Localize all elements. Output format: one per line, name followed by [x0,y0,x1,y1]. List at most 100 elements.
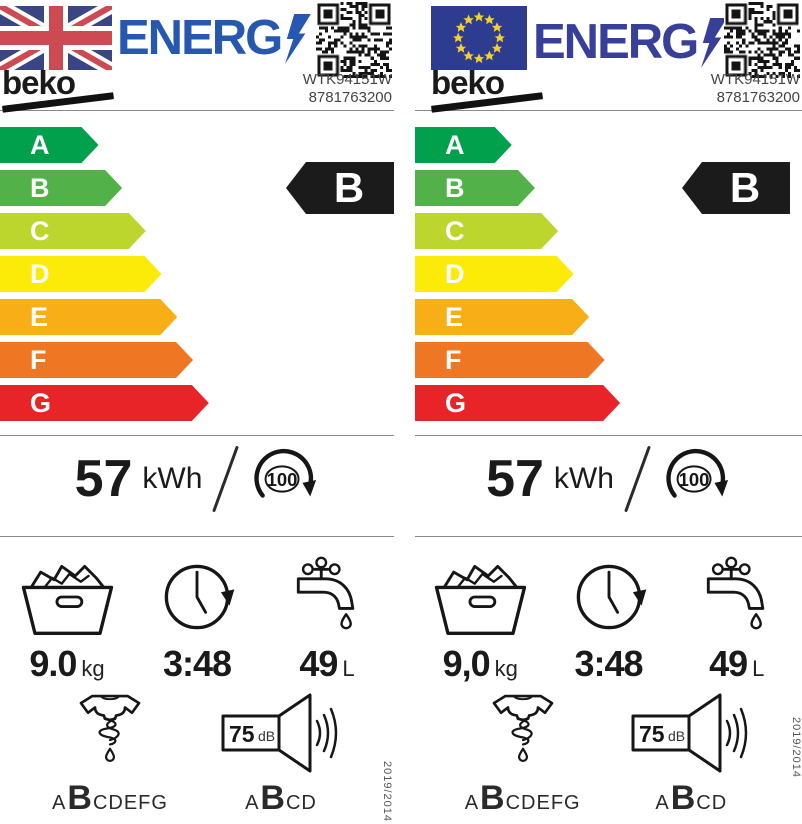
noise-db-unit: dB [668,728,685,744]
energy-consumption: 57 kWh 100 [415,436,802,522]
noise-db-value: 75 [639,721,665,747]
brand-name: beko [431,64,505,101]
grade-letter: A [30,129,50,160]
uk-energy-label: ENERG beko WTK94151W 8781763200 A B C D … [0,0,394,824]
scale-bar-f: F [0,342,193,378]
water-unit: L [752,656,765,681]
qr-code [316,2,392,78]
spin-dry-icon [492,694,554,763]
noise-after: CD [696,792,728,814]
beko-logo: beko [430,64,544,113]
grade-letter: C [445,215,465,246]
scale-bar-b: B [415,170,535,206]
capacity-spec: 9,0 kg [417,553,543,685]
scale-bar-g: G [415,385,620,421]
per-slash [624,445,651,513]
spec-icons-row: 9.0 kg 3:48 49 L [0,553,394,685]
rating-letter: B [729,164,761,211]
noise-rated: B [670,779,696,817]
regulation-number: 2019/2014 [790,717,802,778]
scale-bar-b: B [0,170,122,206]
capacity-value: 9,0 [442,643,491,684]
noise-before: A [245,792,260,814]
scale-bar-c: C [415,213,558,249]
rating-indicator: B [286,162,394,214]
cycles-per-100-icon: 100 [249,444,319,514]
noise-class: 75 dB A B CD [220,689,342,818]
grade-letter: D [30,258,50,289]
section-divider [0,536,394,537]
kwh-value: 57 [486,450,544,508]
grade-letter: E [445,301,464,332]
noise-class: 75 dB A B CD [630,689,752,818]
noise-before: A [655,792,670,814]
noise-rated: B [260,779,285,817]
qr-code [724,2,800,78]
noise-after: CD [285,792,317,814]
capacity-unit: kg [494,656,518,681]
duration-spec: 3:48 [134,553,260,685]
noise-db-value: 75 [229,721,255,747]
spec-icons-row: 9,0 kg 3:48 49 L [415,553,802,685]
grade-letter: A [445,129,465,160]
scale-bar-a: A [0,127,99,163]
regulation-number: 2019/2014 [381,761,393,822]
grade-letter: G [445,387,467,418]
product-code: 8781763200 [716,89,800,106]
water-spec: 49 L [674,553,800,685]
water-value: 49 [299,643,338,684]
water-spec: 49 L [264,553,390,685]
class-icons-row: A B CDEFG 75 dB A B CD [415,689,802,818]
grade-letter: C [30,215,50,246]
duration-value: 3:48 [574,643,643,684]
grade-letter: F [445,344,462,375]
eu-flag-icon [431,6,527,70]
cycles-count: 100 [267,469,298,490]
grade-letter: E [30,301,49,332]
noise-db-unit: dB [258,728,275,744]
water-tap-icon [706,556,765,630]
grade-letter: D [445,258,465,289]
water-value: 49 [709,643,748,684]
water-tap-icon [296,556,355,630]
scale-bar-a: A [415,127,512,163]
energ-logo: ENERG [533,15,728,69]
efficiency-scale: A B C D E F G B [0,127,394,421]
spin-after: CDEFG [505,792,581,814]
brand-name: beko [2,64,76,101]
duration-value: 3:48 [162,643,232,684]
section-divider [415,536,802,537]
rating-indicator: B [682,162,790,214]
scale-bar-e: E [0,299,177,335]
energy-consumption: 57 kWh 100 [0,436,394,522]
section-divider [0,435,394,436]
section-divider [415,435,802,436]
product-code: 8781763200 [308,89,392,106]
energ-logo-text: ENERG [533,15,699,69]
model-info: WTK94151W 8781763200 [303,71,392,107]
spin-class: A B CDEFG [465,689,581,818]
cycles-count: 100 [679,469,710,490]
uk-flag-icon [0,6,112,70]
laundry-basket-icon [21,564,113,636]
noise-level-icon: 75 dB [221,693,338,773]
grade-letter: F [30,344,47,375]
model-number: WTK94151W [302,71,392,88]
spin-dry-icon [79,694,141,763]
rating-letter: B [333,164,365,211]
eu-energy-label: ENERG beko WTK94151W 8781763200 A B C D … [415,0,802,824]
energ-logo-text: ENERG [117,11,283,65]
scale-bar-d: D [415,256,574,292]
model-number: WTK94151W [710,71,800,88]
scale-bar-g: G [0,385,209,421]
laundry-basket-icon [434,564,526,636]
clock-icon [576,564,648,630]
spin-before: A [52,792,67,814]
energ-logo: ENERG [117,11,312,65]
scale-bar-d: D [0,256,162,292]
capacity-value: 9.0 [29,643,77,684]
clock-icon [164,564,236,630]
scale-bar-e: E [415,299,589,335]
spin-before: A [464,792,480,814]
